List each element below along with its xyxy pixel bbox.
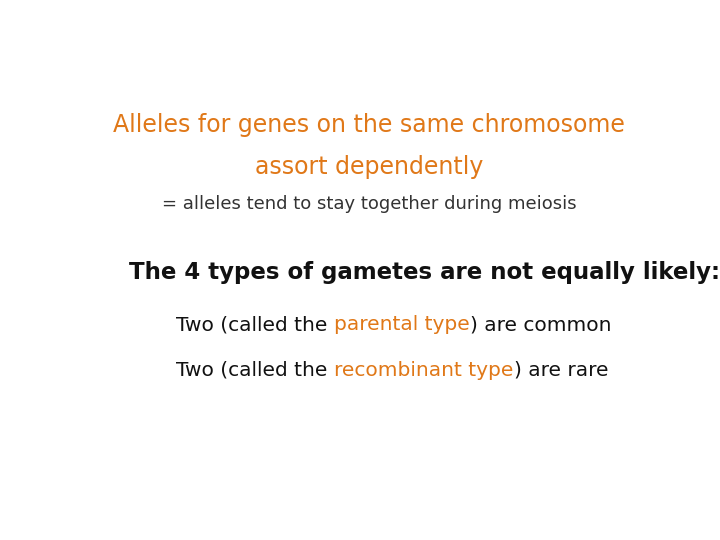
Text: Alleles for genes on the same chromosome: Alleles for genes on the same chromosome [113,113,625,137]
Text: parental type: parental type [334,315,470,334]
Text: The 4 types of gametes are not equally likely:: The 4 types of gametes are not equally l… [129,261,720,284]
Text: Two (called the: Two (called the [176,315,334,334]
Text: Two (called the: Two (called the [176,361,334,380]
Text: assort dependently: assort dependently [255,154,483,179]
Text: recombinant type: recombinant type [334,361,513,380]
Text: ) are rare: ) are rare [513,361,608,380]
Text: ) are common: ) are common [470,315,611,334]
Text: = alleles tend to stay together during meiosis: = alleles tend to stay together during m… [162,195,576,213]
